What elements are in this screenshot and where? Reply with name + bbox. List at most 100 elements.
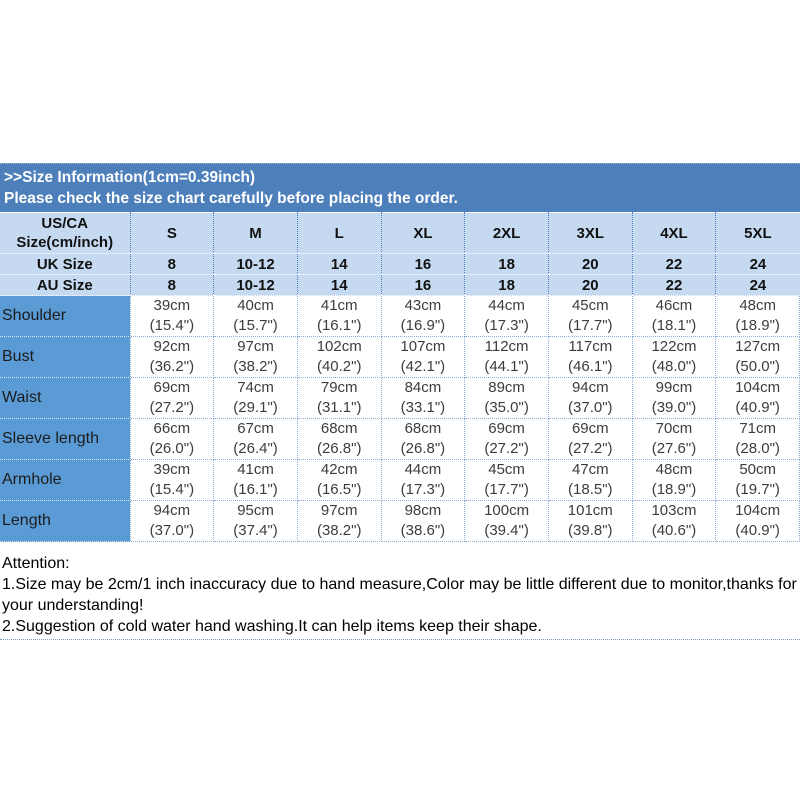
measurement-cell: 45cm (17.7") xyxy=(464,459,549,501)
measurement-cell: 42cm (16.5") xyxy=(296,459,382,501)
size-col-header: 5XL xyxy=(715,212,800,254)
au-size-row: AU Size 8 10-12 14 16 18 20 22 24 xyxy=(0,274,800,296)
measurement-cell: 79cm (31.1") xyxy=(296,377,382,419)
measurement-row: Bust 92cm (36.2") 97cm (38.2") 102cm (40.2") 10… xyxy=(0,336,800,378)
size-col-header: S xyxy=(129,212,215,254)
attention-notes: Attention: 1.Size may be 2cm/1 inch inac… xyxy=(0,553,800,637)
uk-size-row-value: 10-12 xyxy=(213,253,298,275)
measurement-cell: 41cm (16.1") xyxy=(296,295,382,337)
uk-size-row-value: 20 xyxy=(547,253,633,275)
measurement-cell: 40cm (15.7") xyxy=(213,295,298,337)
measurement-cell: 47cm (18.5") xyxy=(547,459,633,501)
measurement-row-label: Bust xyxy=(0,336,130,378)
measurement-row-label: Waist xyxy=(0,377,130,419)
corner-header: US/CA Size(cm/inch) xyxy=(0,212,131,254)
measurement-cell: 44cm (17.3") xyxy=(464,295,549,337)
banner-title: >>Size Information(1cm=0.39inch) xyxy=(4,169,256,186)
attention-note-1: 1.Size may be 2cm/1 inch inaccuracy due … xyxy=(2,576,797,614)
au-size-row-value: 18 xyxy=(464,274,549,296)
measurement-cell: 45cm (17.7") xyxy=(547,295,633,337)
measurement-row: Shoulder 39cm (15.4") 40cm (15.7") 41cm (16.1"… xyxy=(0,295,800,337)
measurement-cell: 97cm (38.2") xyxy=(213,336,298,378)
measurement-cell: 97cm (38.2") xyxy=(296,500,382,542)
size-header-row: US/CA Size(cm/inch) S M L XL 2XL 3XL 4XL 5XL xyxy=(0,212,800,254)
measurement-row-label: Armhole xyxy=(0,459,130,501)
uk-size-row-value: 8 xyxy=(129,253,215,275)
measurement-row: Sleeve length 66cm (26.0") 67cm (26.4") 68cm(… xyxy=(0,418,800,460)
measurement-cell: 43cm (16.9") xyxy=(380,295,466,337)
measurement-cell: 92cm (36.2") xyxy=(129,336,215,378)
measurement-cell: 94cm (37.0") xyxy=(129,500,215,542)
uk-size-row: UK Size 8 10-12 14 16 18 20 22 24 xyxy=(0,253,800,275)
measurement-cell: 50cm (19.7") xyxy=(715,459,800,501)
au-size-row-value: 16 xyxy=(380,274,466,296)
top-whitespace xyxy=(0,0,800,163)
measurement-row: Armhole 39cm (15.4") 41cm (16.1") 42cm (16.5")… xyxy=(0,459,800,501)
au-size-row-value: 10-12 xyxy=(213,274,298,296)
attention-heading: Attention: xyxy=(2,555,70,572)
measurement-cell: 44cm (17.3") xyxy=(380,459,466,501)
measurement-cell: 71cm (28.0") xyxy=(715,418,800,460)
measurement-cell: 99cm (39.0") xyxy=(631,377,717,419)
measurement-cell: 122cm (48.0") xyxy=(631,336,717,378)
measurement-cell: 70cm (27.6") xyxy=(631,418,717,460)
measurement-cell: 127cm (50.0") xyxy=(715,336,800,378)
measurement-row: Waist 69cm (27.2") 74cm (29.1") 79cm (31.1") 84… xyxy=(0,377,800,419)
au-size-row-value: 20 xyxy=(547,274,633,296)
size-col-header: 3XL xyxy=(547,212,633,254)
uk-size-row-value: 22 xyxy=(631,253,717,275)
measurement-row-label: Shoulder xyxy=(0,295,130,337)
au-size-row-value: 24 xyxy=(715,274,800,296)
au-size-row-label: AU Size xyxy=(0,274,131,296)
banner-subtitle: Please check the size chart carefully be… xyxy=(4,190,458,207)
measurement-cell: 46cm (18.1") xyxy=(631,295,717,337)
measurement-cell: 117cm (46.1") xyxy=(547,336,633,378)
measurement-cell: 69cm (27.2") xyxy=(464,418,549,460)
bottom-divider xyxy=(0,639,800,640)
measurement-row-label: Length xyxy=(0,500,130,542)
attention-note-2: 2.Suggestion of cold water hand washing.… xyxy=(2,618,542,635)
measurement-cell: 102cm (40.2") xyxy=(296,336,382,378)
measurement-cell: 94cm (37.0") xyxy=(547,377,633,419)
measurement-cell: 67cm (26.4") xyxy=(213,418,298,460)
measurement-cell: 101cm (39.8") xyxy=(547,500,633,542)
measurement-cell: 69cm (27.2") xyxy=(547,418,633,460)
measurement-row-label: Sleeve length xyxy=(0,418,130,460)
size-col-header: 4XL xyxy=(631,212,717,254)
measurement-cell: 48cm (18.9") xyxy=(715,295,800,337)
au-size-row-value: 22 xyxy=(631,274,717,296)
measurement-cell: 104cm (40.9") xyxy=(715,377,800,419)
measurement-cell: 112cm (44.1") xyxy=(464,336,549,378)
size-col-header: M xyxy=(213,212,298,254)
measurement-cell: 98cm (38.6") xyxy=(380,500,466,542)
uk-size-row-value: 14 xyxy=(296,253,382,275)
size-col-header: L xyxy=(296,212,382,254)
measurement-cell: 39cm (15.4") xyxy=(129,295,215,337)
measurement-cell: 74cm (29.1") xyxy=(213,377,298,419)
uk-size-row-label: UK Size xyxy=(0,253,131,275)
size-col-header: XL xyxy=(380,212,466,254)
measurement-cell: 68cm (26.8") xyxy=(380,418,466,460)
measurement-cell: 66cm (26.0") xyxy=(129,418,215,460)
au-size-row-value: 8 xyxy=(129,274,215,296)
measurement-cell: 95cm (37.4") xyxy=(213,500,298,542)
measurement-cell: 84cm (33.1") xyxy=(380,377,466,419)
measurement-cell: 41cm (16.1") xyxy=(213,459,298,501)
size-col-header: 2XL xyxy=(464,212,549,254)
measurement-cell: 68cm (26.8") xyxy=(296,418,382,460)
measurement-cell: 69cm (27.2") xyxy=(129,377,215,419)
size-table: US/CA Size(cm/inch) S M L XL 2XL 3XL 4XL 5XL UK Si… xyxy=(0,212,800,542)
banner: >>Size Information(1cm=0.39inch) Please … xyxy=(0,163,800,212)
uk-size-row-value: 16 xyxy=(380,253,466,275)
measurement-cell: 107cm (42.1") xyxy=(380,336,466,378)
measurement-cell: 103cm (40.6") xyxy=(631,500,717,542)
measurement-cell: 104cm (40.9") xyxy=(715,500,800,542)
measurement-row: Length 94cm (37.0") 95cm (37.4") 97cm (38.2") 9… xyxy=(0,500,800,542)
measurement-cell: 39cm (15.4") xyxy=(129,459,215,501)
au-size-row-value: 14 xyxy=(296,274,382,296)
measurement-cell: 89cm (35.0") xyxy=(464,377,549,419)
measurement-cell: 48cm (18.9") xyxy=(631,459,717,501)
uk-size-row-value: 18 xyxy=(464,253,549,275)
uk-size-row-value: 24 xyxy=(715,253,800,275)
